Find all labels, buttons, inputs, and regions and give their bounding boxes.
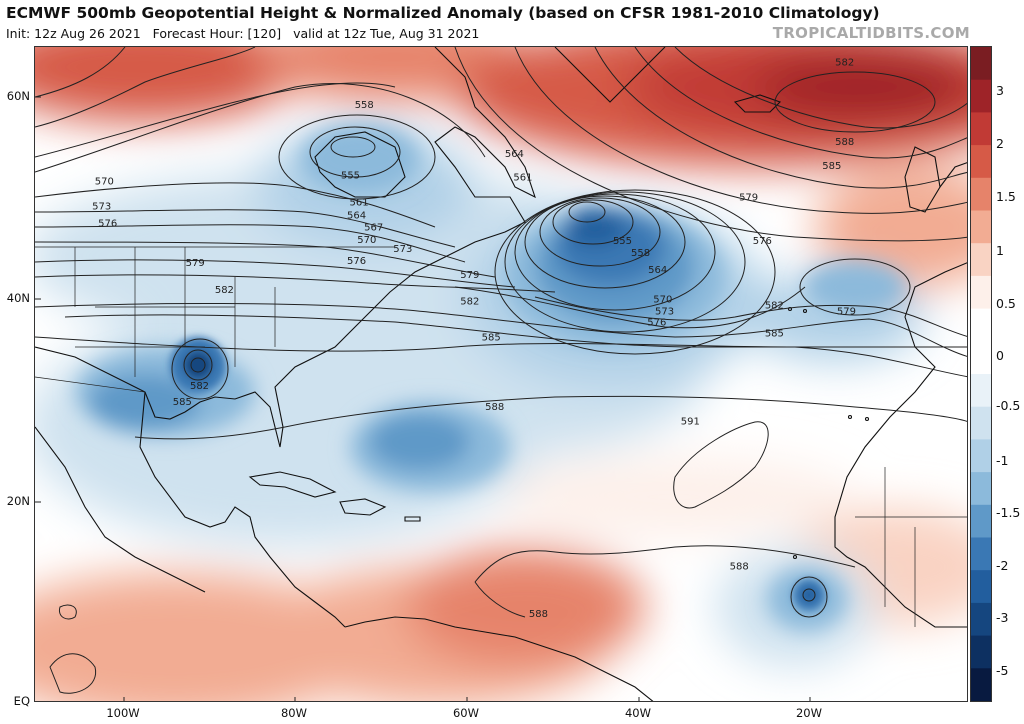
contour-label: 561 bbox=[350, 198, 369, 209]
colorbar-swatch bbox=[971, 537, 991, 571]
contour-label: 567 bbox=[364, 223, 383, 234]
colorbar-swatch bbox=[971, 210, 991, 244]
contour-label: 582 bbox=[835, 57, 854, 68]
lon-label-100w: 100W bbox=[106, 706, 140, 720]
contour-label: 570 bbox=[653, 294, 672, 305]
contour-label: 555 bbox=[613, 236, 632, 247]
colorbar-swatch bbox=[971, 635, 991, 669]
colorbar-swatch bbox=[971, 145, 991, 179]
contour-labels: 5825885855585555615645645675705735765705… bbox=[92, 57, 856, 620]
contour-label: 576 bbox=[647, 317, 666, 328]
brand-watermark: TROPICALTIDBITS.COM bbox=[772, 24, 970, 42]
valid-time: valid at 12z Tue, Aug 31 2021 bbox=[293, 26, 480, 41]
lon-label-80w: 80W bbox=[280, 706, 307, 720]
colorbar-label: -1 bbox=[996, 453, 1009, 468]
run-info: Init: 12z Aug 26 2021 Forecast Hour: [12… bbox=[6, 26, 479, 41]
graticule-ticks bbox=[35, 96, 811, 701]
colorbar-swatch bbox=[971, 570, 991, 604]
colorbar-label: 1.5 bbox=[996, 189, 1016, 204]
coastlines bbox=[35, 47, 967, 701]
contour-label: 579 bbox=[460, 270, 479, 281]
colorbar-swatch bbox=[971, 439, 991, 473]
colorbar-swatch bbox=[971, 47, 991, 81]
init-time: Init: 12z Aug 26 2021 bbox=[6, 26, 141, 41]
contour-label: 579 bbox=[739, 192, 758, 203]
colorbar bbox=[970, 46, 992, 702]
contour-label: 564 bbox=[347, 211, 366, 222]
lat-label-eq: EQ bbox=[13, 694, 30, 708]
contour-label: 585 bbox=[765, 329, 784, 340]
contour-label: 579 bbox=[837, 306, 856, 317]
colorbar-swatch bbox=[971, 504, 991, 538]
contour-label: 582 bbox=[215, 285, 234, 296]
contour-label: 564 bbox=[505, 149, 524, 160]
contour-label: 579 bbox=[186, 258, 205, 269]
contour-label: 558 bbox=[355, 100, 374, 111]
colorbar-swatch bbox=[971, 308, 991, 342]
contour-label: 585 bbox=[822, 161, 841, 172]
contour-label: 588 bbox=[835, 137, 854, 148]
lat-label-40n: 40N bbox=[6, 291, 30, 305]
colorbar-swatch bbox=[971, 472, 991, 506]
contour-label: 582 bbox=[190, 381, 209, 392]
contour-label: 576 bbox=[753, 236, 772, 247]
lon-label-40w: 40W bbox=[624, 706, 651, 720]
contour-label: 570 bbox=[357, 235, 376, 246]
contour-label: 585 bbox=[173, 397, 192, 408]
contour-label: 570 bbox=[95, 176, 114, 187]
contour-label: 555 bbox=[341, 170, 360, 181]
height-contours bbox=[35, 47, 967, 694]
anomaly-shading bbox=[35, 47, 967, 701]
contour-label: 582 bbox=[765, 300, 784, 311]
colorbar-label: 2 bbox=[996, 136, 1004, 151]
colorbar-swatch bbox=[971, 275, 991, 310]
colorbar-swatch bbox=[971, 177, 991, 211]
contour-label: 576 bbox=[98, 219, 117, 230]
contour-label: 564 bbox=[648, 265, 667, 276]
colorbar-swatch bbox=[971, 341, 991, 375]
contour-label: 582 bbox=[460, 296, 479, 307]
colorbar-swatch bbox=[971, 374, 991, 408]
forecast-hour: Forecast Hour: [120] bbox=[152, 26, 282, 41]
colorbar-swatch bbox=[971, 243, 991, 277]
contour-label: 591 bbox=[681, 416, 700, 427]
colorbar-swatch bbox=[971, 668, 991, 701]
contour-label: 573 bbox=[393, 244, 412, 255]
colorbar-label: 0 bbox=[996, 348, 1004, 363]
colorbar-label: -5 bbox=[996, 663, 1009, 678]
map-canvas: 5825885855585555615645645675705735765705… bbox=[35, 47, 967, 701]
colorbar-label: -1.5 bbox=[996, 505, 1021, 520]
colorbar-label: -0.5 bbox=[996, 398, 1021, 413]
contour-label: 573 bbox=[92, 202, 111, 213]
lat-label-60n: 60N bbox=[6, 89, 30, 103]
contour-label: 561 bbox=[513, 172, 532, 183]
contour-label: 588 bbox=[485, 402, 504, 413]
lon-label-60w: 60W bbox=[452, 706, 479, 720]
contour-label: 588 bbox=[730, 561, 749, 572]
colorbar-swatch bbox=[971, 112, 991, 146]
contour-label: 576 bbox=[347, 256, 366, 267]
contour-label: 558 bbox=[631, 248, 650, 259]
colorbar-swatch bbox=[971, 406, 991, 440]
colorbar-label: 0.5 bbox=[996, 296, 1016, 311]
contour-label: 573 bbox=[655, 306, 674, 317]
colorbar-label: -3 bbox=[996, 610, 1009, 625]
contour-label: 585 bbox=[482, 333, 501, 344]
lon-label-20w: 20W bbox=[795, 706, 822, 720]
lat-label-20n: 20N bbox=[6, 494, 30, 508]
colorbar-swatch bbox=[971, 79, 991, 113]
contour-label: 588 bbox=[529, 609, 548, 620]
political-boundaries bbox=[35, 246, 967, 627]
colorbar-label: 1 bbox=[996, 243, 1004, 258]
colorbar-swatches bbox=[971, 47, 991, 701]
anomaly-map: 582 588 585 558 555 561 564 564 567 570 573 576 570 5… bbox=[34, 46, 968, 702]
colorbar-label: 3 bbox=[996, 83, 1004, 98]
colorbar-label: -2 bbox=[996, 558, 1009, 573]
chart-title: ECMWF 500mb Geopotential Height & Normal… bbox=[6, 4, 880, 22]
colorbar-swatch bbox=[971, 602, 991, 637]
